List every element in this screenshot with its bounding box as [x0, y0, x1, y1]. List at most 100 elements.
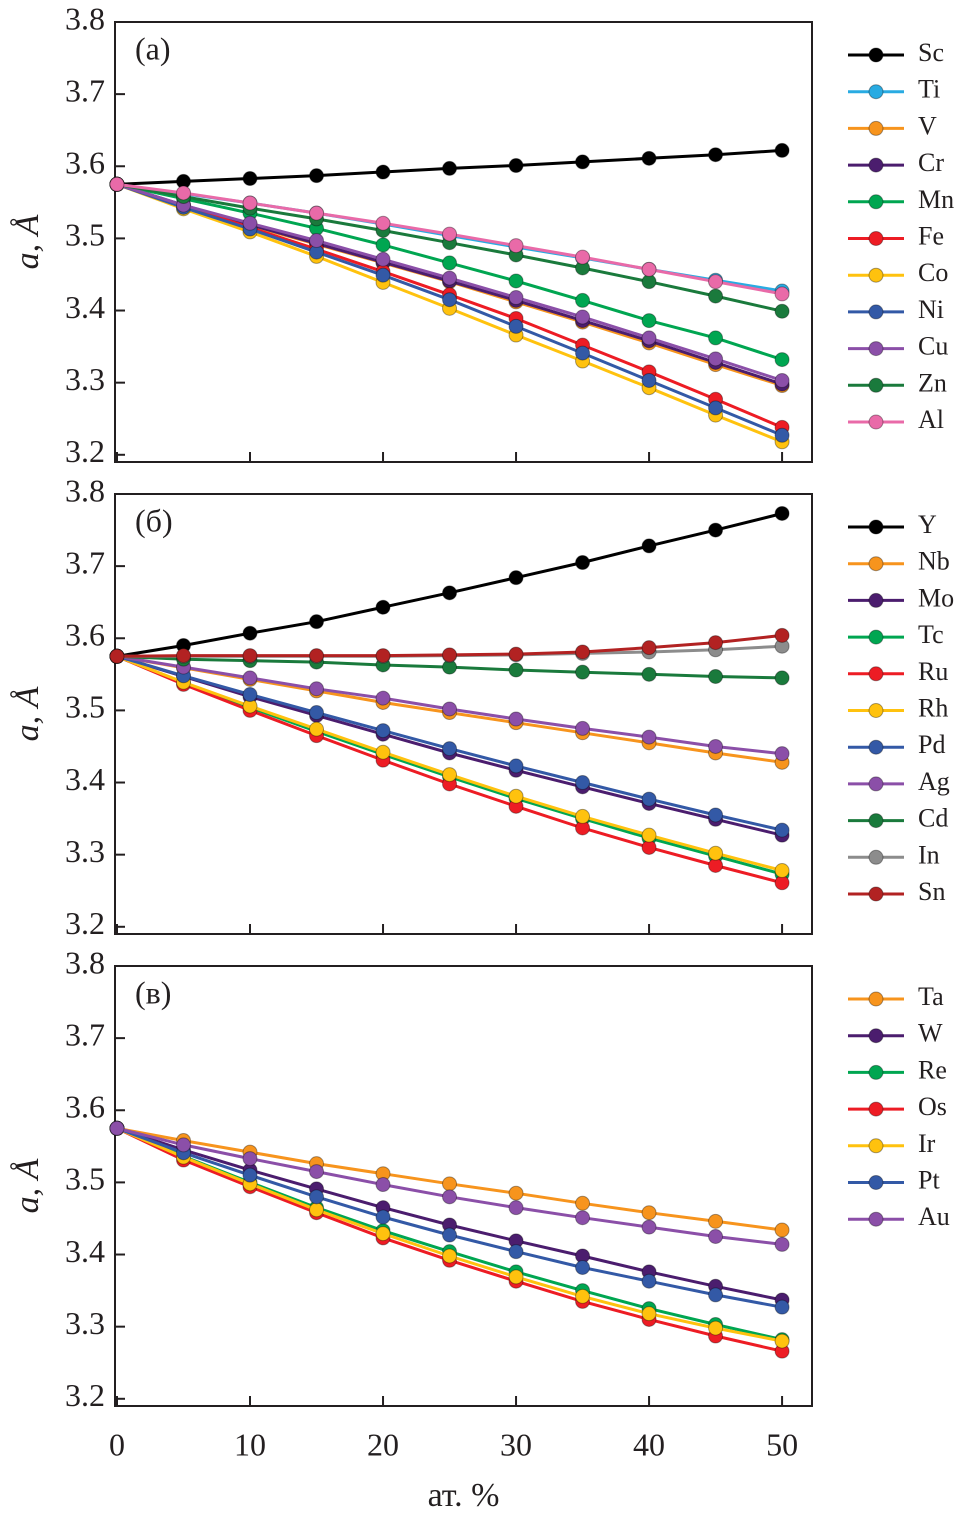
data-point [774, 746, 790, 762]
data-point [309, 205, 325, 221]
data-point [641, 1205, 657, 1221]
legend-label: Al [918, 405, 944, 434]
legend-marker [868, 1138, 884, 1154]
data-point [176, 648, 192, 664]
x-tick-label: 50 [766, 1426, 798, 1462]
legend-marker [868, 157, 884, 173]
legend-label: Mn [918, 185, 954, 214]
panel-label: (б) [135, 502, 173, 538]
data-point [774, 427, 790, 443]
data-point [375, 1226, 391, 1242]
legend-label: W [918, 1019, 943, 1048]
data-point [375, 215, 391, 231]
legend-label: In [918, 840, 940, 869]
data-point [309, 614, 325, 630]
legend-marker [868, 341, 884, 357]
data-point [708, 400, 724, 416]
legend-marker [868, 84, 884, 100]
data-point [375, 744, 391, 760]
data-point [708, 351, 724, 367]
data-point [309, 233, 325, 249]
data-point [575, 720, 591, 736]
legend-marker [868, 1211, 884, 1227]
y-tick-label: 3.6 [65, 617, 105, 653]
legend-marker [868, 886, 884, 902]
data-point [575, 1195, 591, 1211]
data-point [575, 309, 591, 325]
data-point [309, 1189, 325, 1205]
legend-marker [868, 592, 884, 608]
data-point [375, 690, 391, 706]
data-point [641, 1219, 657, 1235]
data-point [774, 627, 790, 643]
x-tick-label: 10 [234, 1426, 266, 1462]
legend-marker [868, 991, 884, 1007]
data-point [508, 570, 524, 586]
data-point [242, 625, 258, 641]
data-point [575, 1288, 591, 1304]
data-point [442, 292, 458, 308]
legend-label: Pt [918, 1165, 940, 1194]
x-tick-label: 30 [500, 1426, 532, 1462]
data-point [242, 1167, 258, 1183]
data-point [109, 648, 125, 664]
data-point [442, 160, 458, 176]
y-tick-label: 3.8 [65, 944, 105, 980]
legend-label: Re [918, 1055, 947, 1084]
data-point [375, 599, 391, 615]
panel-label: (а) [135, 30, 171, 66]
data-point [508, 1185, 524, 1201]
y-axis-label: a, Å [9, 1158, 46, 1213]
y-tick-label: 3.8 [65, 0, 105, 36]
data-point [442, 741, 458, 757]
data-point [575, 1210, 591, 1226]
data-point [375, 1209, 391, 1225]
data-point [375, 251, 391, 267]
legend-label: Sc [918, 38, 944, 67]
data-point [375, 237, 391, 253]
y-tick-label: 3.4 [65, 761, 105, 797]
legend-label: V [918, 111, 937, 140]
data-point [708, 635, 724, 651]
legend-marker [868, 1175, 884, 1190]
legend-marker [868, 47, 884, 63]
legend-marker [868, 1101, 884, 1117]
data-point [309, 648, 325, 664]
legend-marker [868, 231, 884, 246]
data-point [708, 807, 724, 823]
data-point [109, 1120, 125, 1136]
data-point [375, 164, 391, 180]
data-point [774, 303, 790, 319]
data-point [242, 670, 258, 686]
legend-label: Co [918, 258, 948, 287]
data-point [641, 261, 657, 277]
data-point [442, 255, 458, 271]
data-point [508, 646, 524, 662]
data-point [375, 648, 391, 664]
legend-label: Ti [918, 75, 940, 104]
data-point [641, 640, 657, 656]
data-point [575, 808, 591, 824]
data-point [708, 1228, 724, 1244]
data-point [309, 681, 325, 697]
data-point [708, 522, 724, 538]
y-axis-label: a, Å [9, 686, 46, 741]
data-point [708, 738, 724, 754]
legend-marker [868, 556, 884, 572]
legend-marker [868, 1064, 884, 1080]
data-point [508, 758, 524, 774]
data-point [774, 1236, 790, 1252]
y-tick-label: 3.6 [65, 145, 105, 181]
data-point [575, 292, 591, 308]
data-point [575, 345, 591, 361]
data-point [708, 274, 724, 290]
data-point [708, 1213, 724, 1229]
data-point [442, 1189, 458, 1205]
data-point [242, 648, 258, 664]
data-point [176, 1137, 192, 1153]
data-point [508, 662, 524, 678]
data-point [641, 791, 657, 807]
data-point [641, 330, 657, 346]
y-tick-label: 3.7 [65, 72, 105, 108]
